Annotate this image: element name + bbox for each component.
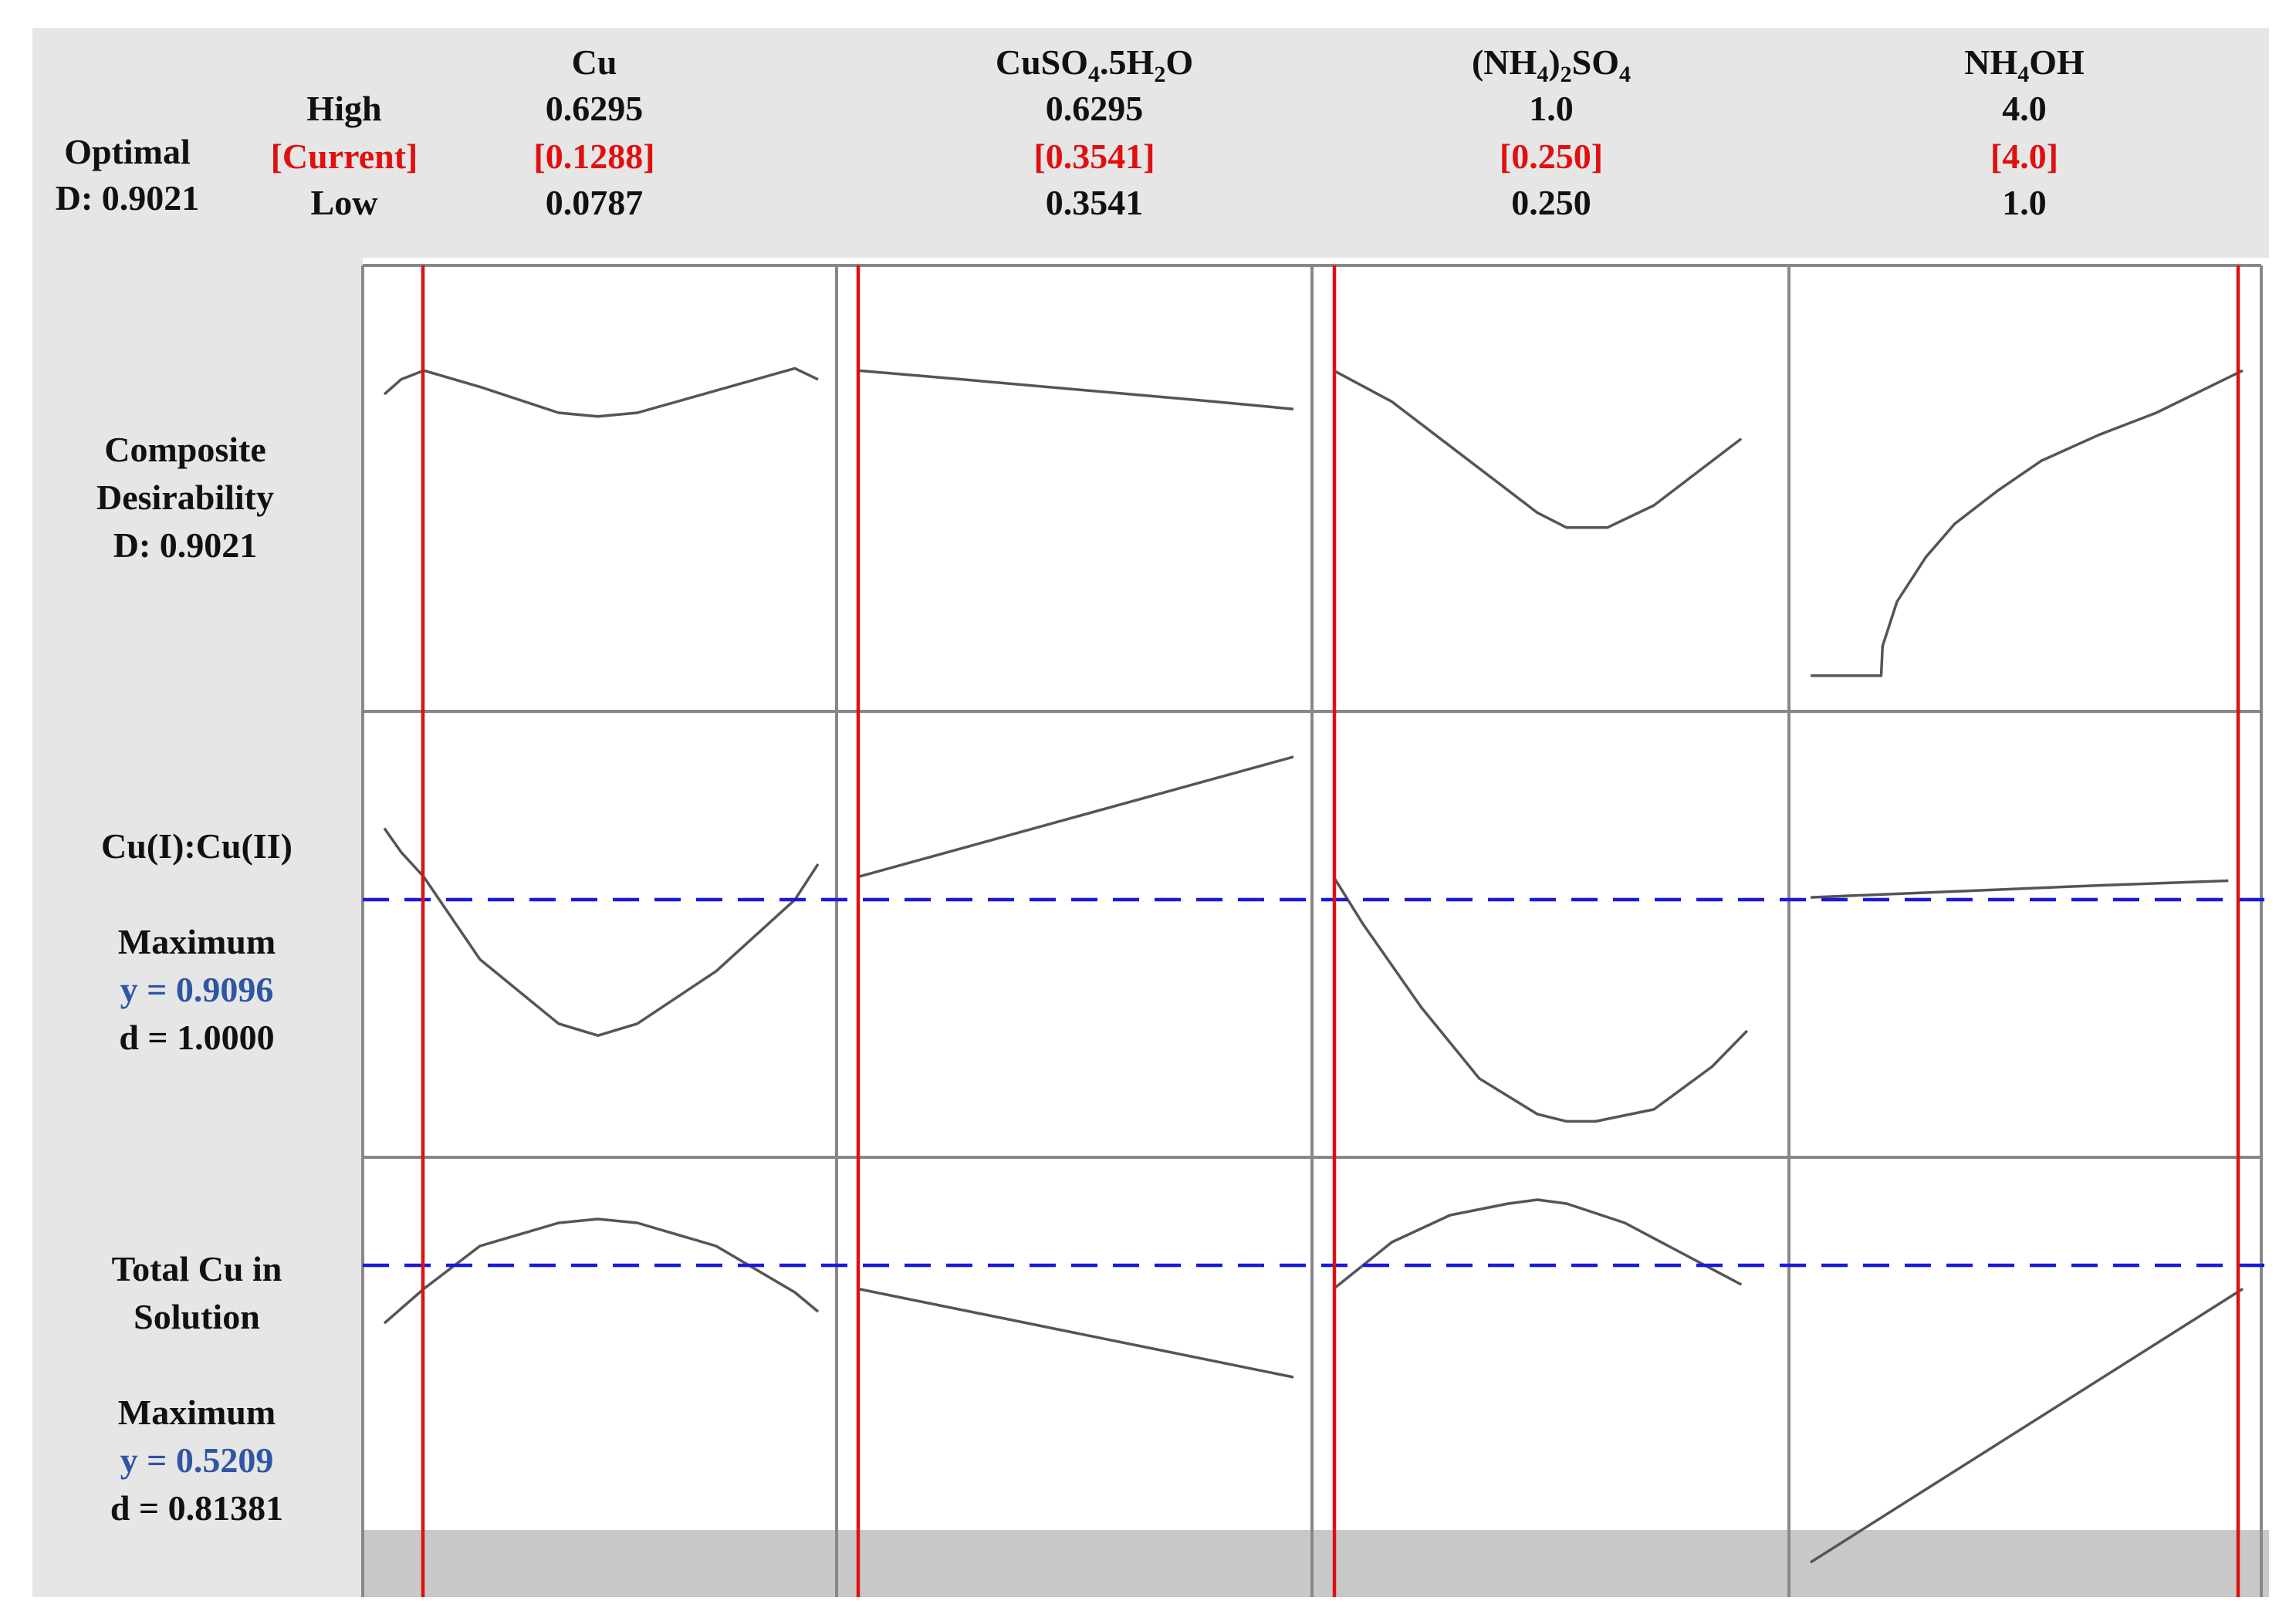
- panel-bg-r0-c2: [1312, 265, 1789, 711]
- factor-current-1: [0.3541]: [1033, 137, 1155, 176]
- low-row-label: Low: [311, 183, 378, 222]
- panel-bg-r1-c3: [1789, 711, 2261, 1157]
- curve-r2-c0: [383, 1217, 820, 1325]
- response-2-d-value: d = 0.81381: [110, 1488, 283, 1528]
- header-band: [32, 28, 2269, 258]
- optimal-d-value: D: 0.9021: [56, 178, 200, 218]
- factor-low-1: 0.3541: [1046, 183, 1144, 222]
- response-2-y-value: y = 0.5209: [120, 1440, 274, 1480]
- panel-bg-r0-c1: [837, 265, 1312, 711]
- response-label-band: [32, 258, 363, 1597]
- curve-r0-c2: [1333, 369, 1743, 529]
- curve-r0-c3: [1811, 369, 2244, 677]
- factor-name-0: Cu: [572, 42, 617, 82]
- response-labels: Composite Desirability D: 0.9021 Cu(I):Cu(I…: [96, 430, 292, 1528]
- factor-high-3: 4.0: [2002, 89, 2047, 128]
- panel-bg-r1-c0: [363, 711, 837, 1157]
- response-0-line-2: D: 0.9021: [113, 525, 258, 565]
- factor-low-3: 1.0: [2002, 183, 2047, 222]
- factor-name-1: CuSO4​.5H2​O: [996, 42, 1193, 87]
- response-0-line-1: Desirability: [96, 478, 274, 517]
- optimal-label: Optimal: [64, 132, 191, 171]
- response-1-d-value: d = 1.0000: [119, 1018, 274, 1057]
- curve-r2-c2: [1332, 1198, 1743, 1290]
- factor-current-3: [4.0]: [1990, 137, 2058, 176]
- curve-r1-c2: [1332, 876, 1749, 1123]
- panel-bg-r1-c1: [837, 711, 1312, 1157]
- panel-bg-r0-c3: [1789, 265, 2261, 711]
- panel-bg-r1-c2: [1312, 711, 1789, 1157]
- header: Optimal D: 0.9021 High [Current] Low Cu 0…: [56, 42, 2085, 222]
- response-0-line-0: Composite: [104, 430, 266, 469]
- panels: [361, 264, 2269, 1597]
- current-row-label: [Current]: [271, 137, 418, 176]
- factor-high-1: 0.6295: [1046, 89, 1144, 128]
- factor-high-2: 1.0: [1529, 89, 1574, 128]
- factor-current-2: [0.250]: [1500, 137, 1603, 176]
- curve-r1-c3: [1810, 879, 2229, 899]
- panel-bg-r2-c2: [1312, 1157, 1789, 1530]
- response-2-line-1: Solution: [134, 1297, 260, 1336]
- response-1-line-0: Cu(I):Cu(II): [101, 826, 292, 866]
- response-2-line-3: Maximum: [118, 1393, 276, 1432]
- response-1-line-2: Maximum: [118, 922, 276, 961]
- curve-r1-c1: [857, 755, 1294, 879]
- curve-r0-c1: [857, 369, 1294, 410]
- factor-low-0: 0.0787: [546, 183, 644, 222]
- curve-r1-c0: [383, 827, 820, 1037]
- response-2-line-0: Total Cu in: [112, 1249, 282, 1288]
- factor-low-2: 0.250: [1511, 183, 1591, 222]
- panel-bg-r2-c0: [363, 1157, 837, 1530]
- factor-name-3: NH4​OH: [1964, 42, 2085, 87]
- factor-name-2: (NH4​)2​SO4​: [1472, 42, 1631, 87]
- factor-high-0: 0.6295: [546, 89, 644, 128]
- panel-bg-r2-c1: [837, 1157, 1312, 1530]
- panel-bg-r2-c3: [1789, 1157, 2261, 1530]
- curve-r2-c3: [1810, 1288, 2244, 1564]
- curve-r2-c1: [857, 1287, 1294, 1379]
- factor-current-0: [0.1288]: [533, 137, 654, 176]
- bottom-gray-band: [363, 1530, 2269, 1597]
- high-row-label: High: [306, 89, 381, 128]
- curve-r0-c0: [383, 366, 819, 418]
- panel-bg-r0-c0: [363, 265, 837, 711]
- response-1-y-value: y = 0.9096: [120, 970, 274, 1009]
